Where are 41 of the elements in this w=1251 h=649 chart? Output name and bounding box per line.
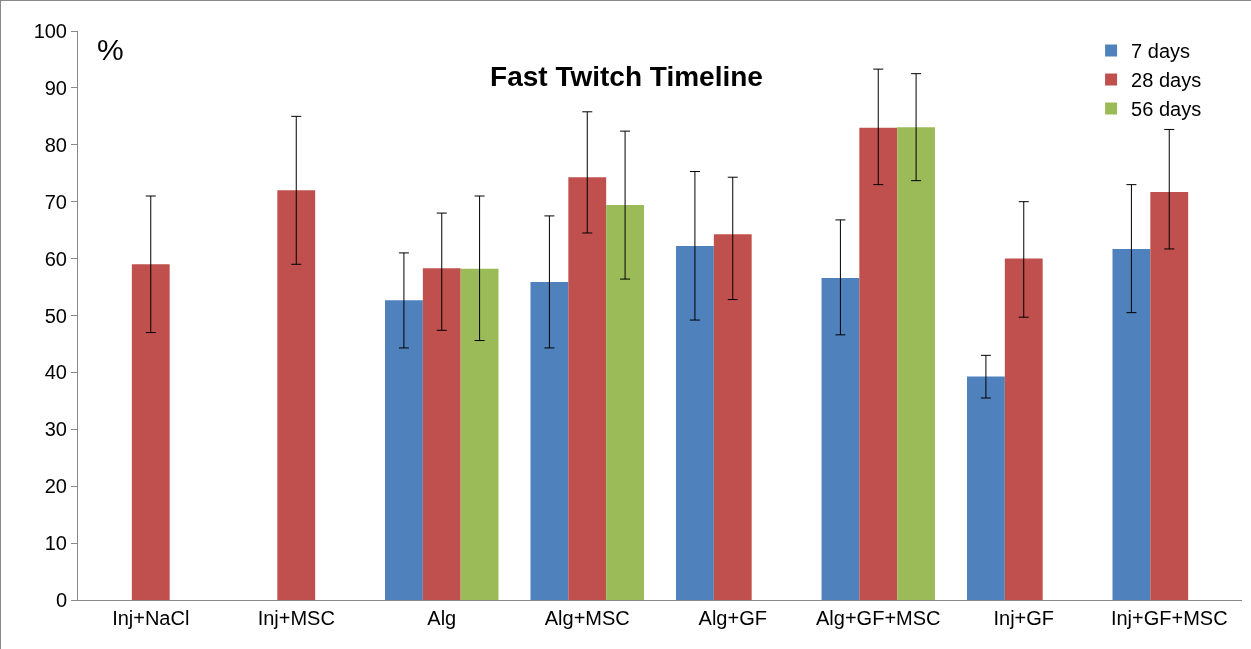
bar xyxy=(897,127,935,600)
bar xyxy=(131,264,170,600)
y-tick-label: 100 xyxy=(33,20,67,42)
y-axis-title: % xyxy=(97,33,124,66)
bar xyxy=(713,234,752,600)
x-tick-label: Alg+GF+MSC xyxy=(816,607,941,629)
legend-label: 56 days xyxy=(1131,98,1202,121)
bar xyxy=(1150,192,1189,600)
bar xyxy=(1004,258,1043,600)
x-tick-label: Inj+NaCl xyxy=(112,607,190,629)
bar xyxy=(821,277,860,600)
y-tick-label: 0 xyxy=(55,589,67,611)
bar xyxy=(859,127,898,600)
bar xyxy=(676,246,714,600)
y-tick-label: 40 xyxy=(44,361,67,384)
y-tick-label: 30 xyxy=(44,418,67,441)
x-tick-label: Inj+MSC xyxy=(257,607,335,629)
text: Fast Twitch Timeline xyxy=(490,60,763,92)
legend-label: 7 days xyxy=(1131,40,1191,63)
bar xyxy=(460,268,499,600)
y-tick-label: 50 xyxy=(44,304,67,327)
y-tick-label: 20 xyxy=(44,475,67,498)
bar xyxy=(1112,248,1151,600)
bar xyxy=(277,190,316,600)
y-tick-label: 60 xyxy=(44,247,67,270)
x-tick-label: Alg+GF xyxy=(698,607,767,629)
bar xyxy=(530,281,569,600)
bar xyxy=(422,268,461,600)
y-tick-label: 70 xyxy=(44,190,67,213)
x-tick-label: Inj+GF+MSC xyxy=(1110,607,1228,629)
bar xyxy=(967,376,1005,600)
x-tick-label: Alg xyxy=(427,607,457,629)
x-tick-label: Inj+GF xyxy=(993,607,1055,629)
y-tick-label: 90 xyxy=(44,76,67,99)
bar xyxy=(385,300,423,600)
legend-label: 28 days xyxy=(1131,69,1202,92)
y-tick-label: 10 xyxy=(44,532,67,555)
x-tick-label: Alg+MSC xyxy=(544,607,630,629)
bar xyxy=(606,205,644,600)
y-tick-label: 80 xyxy=(44,133,67,156)
bar xyxy=(568,177,607,600)
